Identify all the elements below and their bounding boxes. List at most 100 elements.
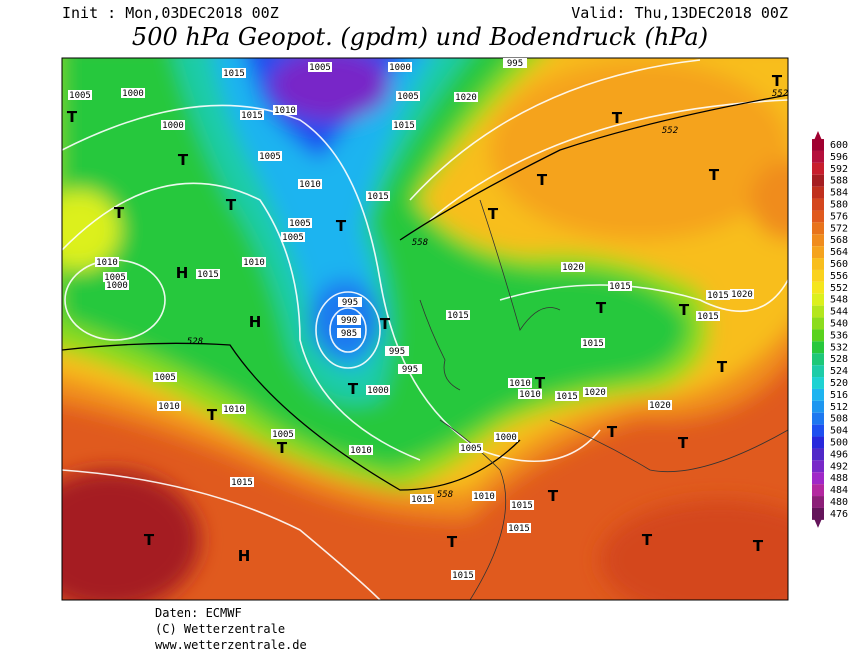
isobar-label: 1010 [243, 258, 265, 268]
isobar-label: 1015 [241, 111, 263, 121]
isobar-label: 985 [341, 329, 357, 339]
isobar-label: 1010 [473, 492, 495, 502]
isobar-label-bg [258, 151, 282, 161]
colorbar-swatch [812, 210, 824, 223]
isobar-label-bg [648, 400, 672, 410]
pressure-center: T [717, 358, 728, 376]
colorbar-swatch [812, 246, 824, 259]
isobar-label-bg [95, 257, 119, 267]
colorbar-swatch [812, 317, 824, 330]
pressure-center: T [67, 108, 78, 126]
pressure-center: T [380, 315, 391, 333]
isobar-label-bg [338, 297, 362, 307]
isobar-label-bg [507, 523, 531, 533]
colorbar-label: 524 [830, 366, 848, 377]
copyright: (C) Wetterzentrale [155, 622, 285, 636]
colorbar-swatch [812, 400, 824, 413]
isobar-label-bg [222, 404, 246, 414]
colorbar-label: 508 [830, 414, 848, 425]
colorbar-label: 572 [830, 223, 848, 234]
isobar-label: 1010 [350, 446, 372, 456]
colorbar-swatch [812, 234, 824, 247]
isobar-label: 1020 [455, 93, 477, 103]
isobar-label: 1015 [697, 312, 719, 322]
pressure-center: T [596, 299, 607, 317]
colorbar-swatch [812, 436, 824, 449]
isobar-label: 1005 [289, 219, 311, 229]
colorbar-label: 496 [830, 449, 848, 460]
colorbar-swatch [812, 507, 824, 520]
isobar-label-bg [696, 311, 720, 321]
isobar-label: 1005 [69, 91, 91, 101]
isobar-label-bg [298, 179, 322, 189]
colorbar-swatch [812, 150, 824, 163]
isobar-label: 1010 [274, 106, 296, 116]
colorbar-swatch [812, 496, 824, 508]
isobar-label-bg [121, 88, 145, 98]
isobar-label: 1005 [154, 373, 176, 383]
colorbar-label: 592 [830, 164, 848, 175]
pressure-center: T [226, 196, 237, 214]
isobar-label: 1020 [649, 401, 671, 411]
isobar-label-bg [288, 218, 312, 228]
map-frame [61, 57, 789, 601]
isobar-label-bg [508, 378, 532, 388]
colorbar-swatch [812, 162, 824, 175]
isobar-label: 1015 [393, 121, 415, 131]
isobar-label: 995 [342, 298, 358, 308]
isobar-label: 1015 [511, 501, 533, 511]
pressure-center: T [178, 151, 189, 169]
colorbar-swatch [812, 174, 824, 187]
isobar-label: 1015 [367, 192, 389, 202]
colorbar-label: 532 [830, 342, 848, 353]
pressure-center: T [548, 487, 559, 505]
colorbar-label: 528 [830, 354, 848, 365]
isobar-label-bg [730, 289, 754, 299]
pressure-center: T [535, 374, 546, 392]
isobar-label-bg [222, 68, 246, 78]
isobar-label-bg [308, 62, 332, 72]
valid-time: Valid: Thu,13DEC2018 00Z [571, 4, 788, 22]
isobar-label-bg [459, 443, 483, 453]
isobar-label-bg [240, 110, 264, 120]
isobar-label: 1020 [584, 388, 606, 398]
colorbar-label: 500 [830, 438, 848, 449]
isobar-label: 1015 [452, 571, 474, 581]
isobar-label-bg [451, 570, 475, 580]
isobar-label-bg [503, 58, 527, 68]
isobar-label: 1010 [509, 379, 531, 389]
colorbar-label: 536 [830, 330, 848, 341]
colorbar-swatch [812, 377, 824, 389]
isobar-label: 1005 [272, 430, 294, 440]
isobar-label: 1015 [231, 478, 253, 488]
pressure-center: T [336, 217, 347, 235]
colorbar-swatch [812, 222, 824, 235]
geopotential-label: 552 [772, 89, 788, 99]
colorbar-label: 596 [830, 152, 848, 163]
isobar-label-bg [583, 387, 607, 397]
colorbar-label: 480 [830, 497, 848, 508]
colorbar-label: 488 [830, 473, 848, 484]
isobar-label-bg [103, 272, 127, 282]
isobar-label-bg [230, 477, 254, 487]
isobar-label-bg [518, 389, 542, 399]
isobar-label: 1015 [411, 495, 433, 505]
pressure-center: T [642, 531, 653, 549]
geopotential-label: 528 [187, 337, 203, 347]
pressure-center: T [144, 531, 155, 549]
isobar-label: 995 [507, 59, 523, 69]
isobar-label: 1000 [389, 63, 411, 73]
colorbar-swatch [812, 365, 824, 378]
colorbar-label: 568 [830, 235, 848, 246]
isobar-label-bg [242, 257, 266, 267]
colorbar-label: 584 [830, 188, 848, 199]
isobar-label: 1005 [397, 92, 419, 102]
colorbar-swatch [812, 198, 824, 211]
map-area [62, 58, 788, 600]
colorbar-label: 544 [830, 307, 848, 318]
isobar-label-bg [68, 90, 92, 100]
colorbar-label: 548 [830, 295, 848, 306]
pressure-center: T [488, 205, 499, 223]
isobar-label-bg [608, 281, 632, 291]
colorbar-label: 540 [830, 319, 848, 330]
